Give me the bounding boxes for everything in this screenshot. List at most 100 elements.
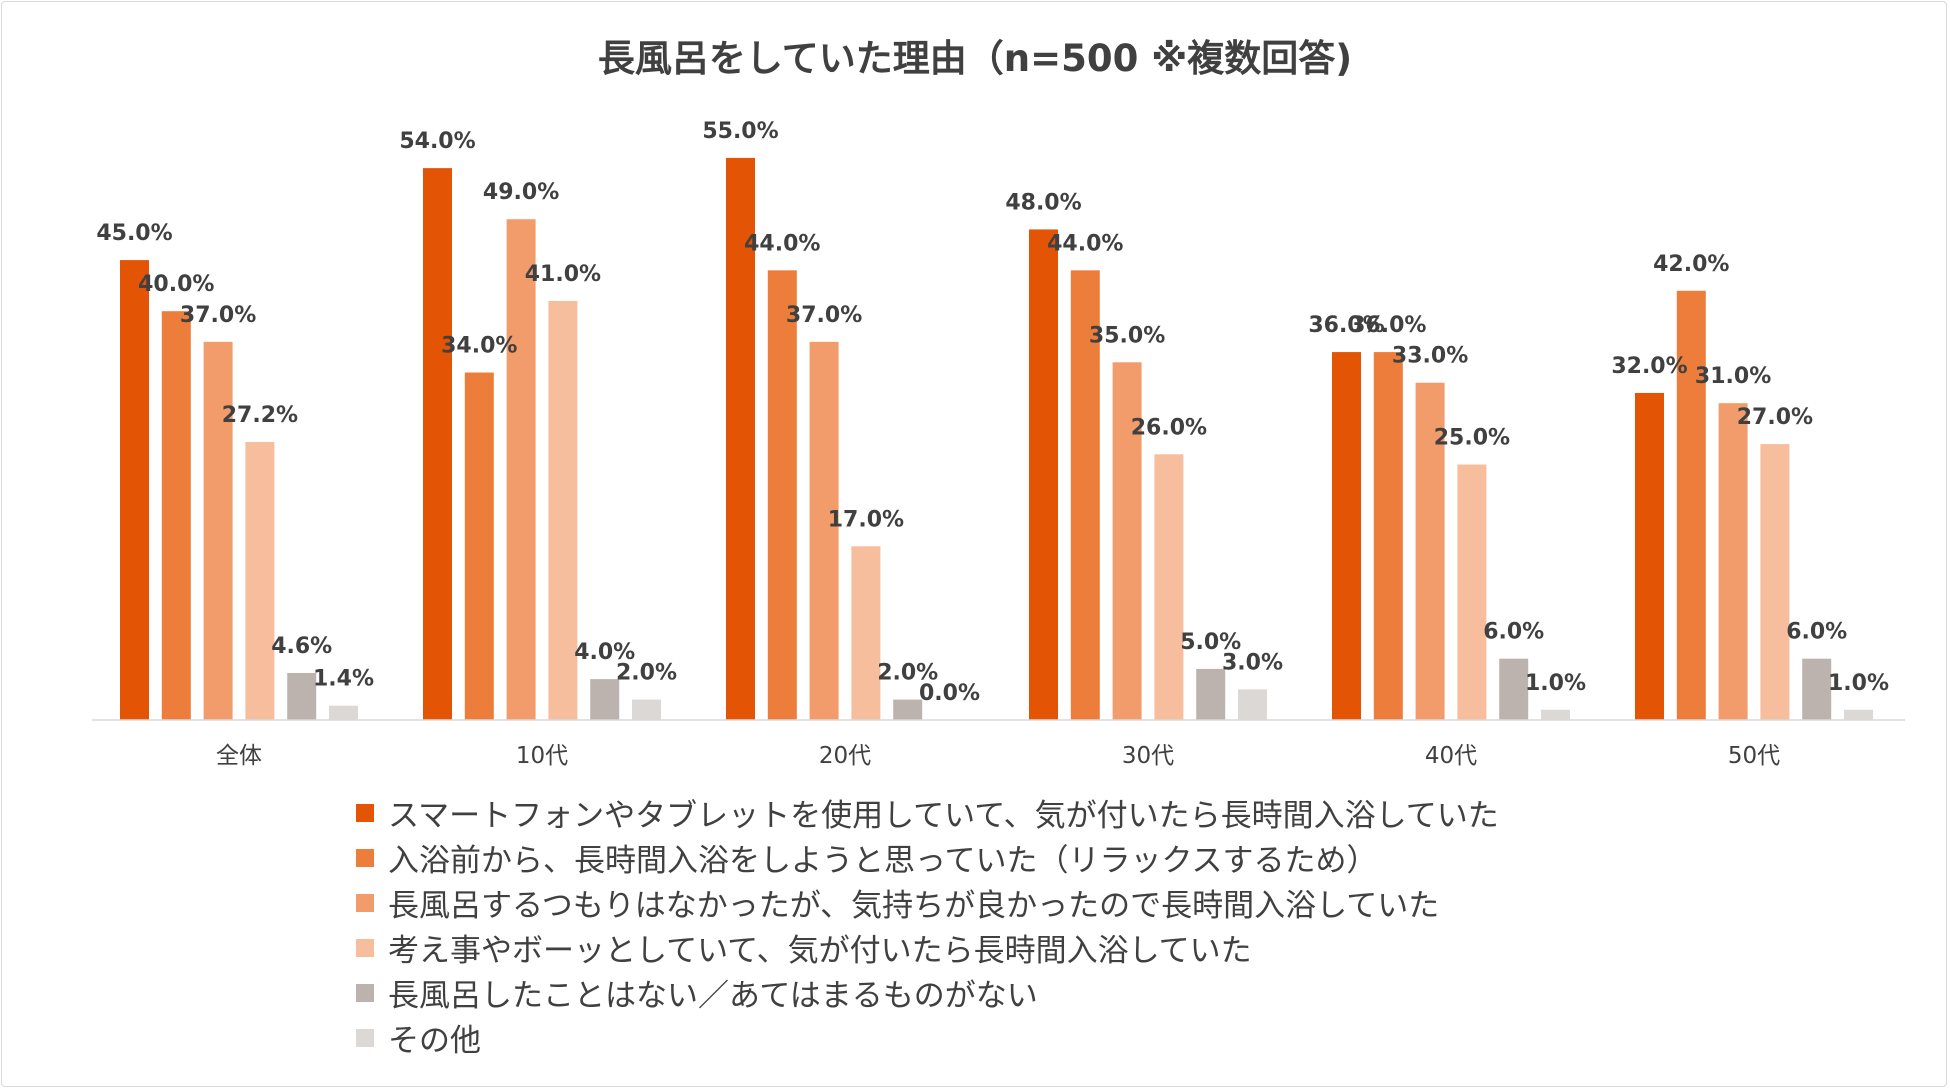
- bar: [1457, 464, 1487, 720]
- bar: [1844, 709, 1873, 720]
- bar: [632, 699, 661, 720]
- bar: [1196, 668, 1226, 720]
- bar: [1802, 658, 1832, 720]
- data-label: 36.0%: [1350, 313, 1426, 338]
- data-label: 25.0%: [1434, 426, 1510, 451]
- legend-label: スマートフォンやタブレットを使用していて、気が付いたら長時間入浴していた: [388, 798, 1499, 834]
- bar: [464, 372, 494, 720]
- legend-item-planned: 入浴前から、長時間入浴をしようと思っていた（リラックスするため）: [356, 835, 1499, 880]
- data-label: 37.0%: [180, 303, 256, 328]
- data-label: 37.0%: [786, 303, 862, 328]
- legend-item-smartphone: スマートフォンやタブレットを使用していて、気が付いたら長時間入浴していた: [356, 790, 1499, 835]
- bar: [1499, 658, 1529, 720]
- bar: [1635, 392, 1664, 720]
- bar: [1070, 270, 1100, 720]
- data-label: 41.0%: [525, 262, 601, 287]
- data-label: 27.2%: [222, 403, 298, 428]
- legend-item-felt-good: 長風呂するつもりはなかったが、気持ちが良かったので長時間入浴していた: [356, 880, 1499, 925]
- bar: [1718, 403, 1748, 720]
- bar: [590, 679, 620, 720]
- data-label: 48.0%: [1005, 190, 1081, 215]
- data-label: 1.4%: [313, 667, 374, 692]
- data-label: 32.0%: [1611, 354, 1687, 379]
- bar: [1154, 454, 1184, 720]
- data-label: 27.0%: [1737, 405, 1813, 430]
- bar: [423, 168, 452, 720]
- data-label: 2.0%: [877, 661, 938, 686]
- data-label: 5.0%: [1180, 630, 1241, 655]
- bar: [1373, 352, 1403, 720]
- legend-label: 入浴前から、長時間入浴をしようと思っていた（リラックスするため）: [388, 843, 1378, 879]
- bar: [1112, 362, 1142, 720]
- data-label: 26.0%: [1131, 415, 1207, 440]
- legend: スマートフォンやタブレットを使用していて、気が付いたら長時間入浴していた 入浴前…: [356, 790, 1499, 1060]
- data-label: 0.0%: [919, 681, 980, 706]
- legend-item-other: その他: [356, 1015, 1499, 1060]
- data-label: 45.0%: [96, 221, 172, 246]
- x-tick-label: 40代: [1425, 743, 1477, 769]
- x-tick-label: 全体: [216, 743, 262, 769]
- bar: [245, 442, 275, 720]
- legend-swatch: [356, 848, 374, 867]
- bar: [1238, 689, 1267, 720]
- bar: [767, 270, 797, 720]
- data-label: 49.0%: [483, 180, 559, 205]
- x-tick-label: 20代: [819, 743, 871, 769]
- legend-swatch: [356, 1028, 374, 1047]
- bar: [809, 341, 839, 720]
- bar: [161, 311, 191, 720]
- bar: [1676, 290, 1706, 720]
- data-label: 55.0%: [702, 119, 778, 144]
- data-label: 35.0%: [1089, 323, 1165, 348]
- x-tick-labels-group: 全体 10代 20代 30代 40代 50代: [216, 743, 1780, 769]
- data-label: 6.0%: [1786, 620, 1847, 645]
- data-label: 33.0%: [1392, 344, 1468, 369]
- x-tick-label: 50代: [1728, 743, 1780, 769]
- bar: [1415, 382, 1445, 720]
- legend-swatch: [356, 938, 374, 957]
- bar: [851, 546, 881, 720]
- data-label: 42.0%: [1653, 252, 1729, 277]
- data-label: 17.0%: [828, 507, 904, 532]
- bar: [1332, 352, 1361, 720]
- data-label: 4.0%: [574, 640, 635, 665]
- data-label: 4.6%: [271, 634, 332, 659]
- data-label: 6.0%: [1483, 620, 1544, 645]
- x-tick-label: 30代: [1122, 743, 1174, 769]
- bar: [287, 672, 317, 720]
- bar: [548, 300, 578, 720]
- data-label: 34.0%: [441, 334, 517, 359]
- data-label: 40.0%: [138, 272, 214, 297]
- bar: [506, 219, 536, 720]
- bars-group: [120, 157, 1873, 720]
- data-label: 44.0%: [1047, 231, 1123, 256]
- legend-item-thinking: 考え事やボーッとしていて、気が付いたら長時間入浴していた: [356, 925, 1499, 970]
- data-label: 36.0%: [1308, 313, 1384, 338]
- data-label: 3.0%: [1222, 650, 1283, 675]
- bar: [1541, 709, 1570, 720]
- legend-item-never: 長風呂したことはない／あてはまるものがない: [356, 970, 1499, 1015]
- bar: [1760, 444, 1790, 720]
- legend-label: 長風呂したことはない／あてはまるものがない: [388, 978, 1038, 1014]
- legend-label: その他: [388, 1023, 481, 1059]
- chart-title: 長風呂をしていた理由（n=500 ※複数回答): [597, 37, 1353, 80]
- bar-chart: 45.0% 40.0% 37.0% 27.2% 4.6% 1.4% 54.0% 34.0% 49…: [92, 119, 1905, 769]
- legend-swatch: [356, 983, 374, 1002]
- data-label: 54.0%: [399, 129, 475, 154]
- data-label: 1.0%: [1525, 671, 1586, 696]
- legend-label: 長風呂するつもりはなかったが、気持ちが良かったので長時間入浴していた: [388, 888, 1440, 924]
- data-label: 31.0%: [1695, 364, 1771, 389]
- legend-label: 考え事やボーッとしていて、気が付いたら長時間入浴していた: [388, 933, 1252, 969]
- value-labels-group: 45.0% 40.0% 37.0% 27.2% 4.6% 1.4% 54.0% 34.0% 49…: [96, 119, 1889, 706]
- bar: [329, 705, 358, 720]
- data-label: 2.0%: [616, 661, 677, 686]
- bar: [1029, 229, 1058, 720]
- bar: [120, 260, 149, 720]
- bar: [203, 341, 233, 720]
- bar: [726, 157, 755, 720]
- x-tick-label: 10代: [516, 743, 568, 769]
- bar: [893, 699, 923, 720]
- data-label: 44.0%: [744, 231, 820, 256]
- data-label: 1.0%: [1828, 671, 1889, 696]
